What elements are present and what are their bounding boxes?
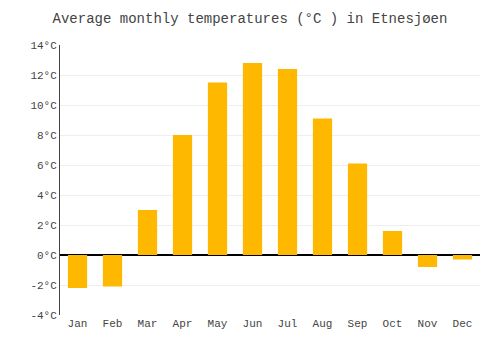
svg-text:12°C: 12°C bbox=[30, 70, 57, 82]
svg-text:May: May bbox=[208, 318, 228, 330]
svg-text:Oct: Oct bbox=[383, 318, 403, 330]
svg-text:Mar: Mar bbox=[138, 318, 158, 330]
svg-text:Aug: Aug bbox=[313, 318, 333, 330]
svg-text:2°C: 2°C bbox=[37, 220, 57, 232]
svg-text:Apr: Apr bbox=[173, 318, 193, 330]
svg-text:Jun: Jun bbox=[243, 318, 263, 330]
svg-text:-2°C: -2°C bbox=[30, 280, 57, 292]
svg-text:Nov: Nov bbox=[418, 318, 438, 330]
svg-text:4°C: 4°C bbox=[37, 190, 57, 202]
svg-text:Jul: Jul bbox=[278, 318, 298, 330]
svg-text:Jan: Jan bbox=[68, 318, 88, 330]
svg-text:Feb: Feb bbox=[103, 318, 123, 330]
svg-text:0°C: 0°C bbox=[37, 250, 57, 262]
svg-text:14°C: 14°C bbox=[30, 40, 57, 52]
svg-text:Sep: Sep bbox=[348, 318, 368, 330]
svg-text:10°C: 10°C bbox=[30, 100, 57, 112]
svg-text:-4°C: -4°C bbox=[30, 310, 57, 322]
svg-text:Dec: Dec bbox=[453, 318, 473, 330]
svg-text:6°C: 6°C bbox=[37, 160, 57, 172]
svg-text:Average monthly temperatures (: Average monthly temperatures (°C ) in Et… bbox=[53, 11, 448, 27]
svg-text:8°C: 8°C bbox=[37, 130, 57, 142]
